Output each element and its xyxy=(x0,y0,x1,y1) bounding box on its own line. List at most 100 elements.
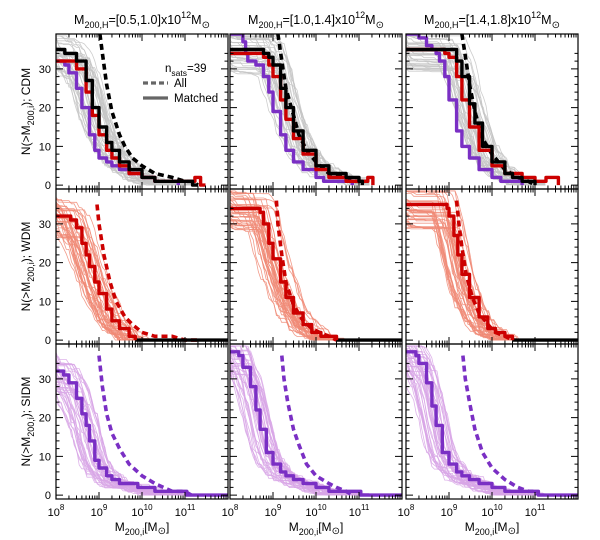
panel-cdm-0: 0 10 20 30 xyxy=(39,33,229,192)
realization-line xyxy=(406,215,546,341)
all-dashed-line xyxy=(98,34,199,187)
column-title: M200,H=[1.4,1.8]x1012M⊙ xyxy=(424,10,560,31)
panel-plot-area xyxy=(230,345,402,497)
all-dashed-line xyxy=(454,200,514,342)
realization-lines xyxy=(406,190,546,341)
panel-plot-area xyxy=(406,190,578,342)
x-tick-label: 108 xyxy=(398,503,415,519)
matched-line xyxy=(230,47,365,186)
x-axis-title: M200,i[M⊙] xyxy=(289,520,344,537)
panel-sidm-2: 108 109 1010 1011 xyxy=(398,343,579,519)
column-title: M200,H=[1.0,1.4]x1012M⊙ xyxy=(248,10,384,31)
legend-label: Matched xyxy=(174,93,218,105)
y-tick-label: 0 xyxy=(45,180,51,192)
y-tick-label: 30 xyxy=(39,219,51,231)
realization-line xyxy=(406,212,546,341)
x-ticks xyxy=(229,344,402,499)
row-axis-titles: N(>M200,i); CDM N(>M200,i); WDM N(>M200,i)… xyxy=(19,68,36,467)
x-ticks xyxy=(55,189,228,344)
panel-sidm-0: 0 10 20 30 108 109 1010 1011 xyxy=(39,343,229,519)
panel-frame xyxy=(55,188,229,345)
matched-line xyxy=(406,34,524,186)
realization-line xyxy=(406,219,546,341)
panel-cdm-2 xyxy=(405,33,579,190)
matched-line xyxy=(230,350,402,497)
x-ticks xyxy=(55,344,228,499)
y-axis-title: N(>M200,i); WDM xyxy=(19,222,36,312)
y-tick-label: 0 xyxy=(45,335,51,347)
y-tick-label: 20 xyxy=(39,413,51,425)
panel-plot-area xyxy=(230,190,402,342)
panel-plot-area xyxy=(56,196,228,342)
panel-plot-area xyxy=(56,34,206,187)
y-tick-label: 10 xyxy=(39,451,51,463)
column-axis-titles: M200,i[M⊙] M200,i[M⊙] M200,i[M⊙] xyxy=(115,520,520,537)
panel-cdm-1 xyxy=(229,33,403,190)
x-tick-label: 109 xyxy=(441,503,458,519)
realization-line xyxy=(230,55,370,186)
x-tick-label: 1010 xyxy=(305,503,327,519)
realization-line xyxy=(406,212,546,341)
x-tick-label: 1010 xyxy=(131,503,153,519)
realization-line xyxy=(56,377,196,496)
y-tick-label: 20 xyxy=(39,258,51,270)
y-tick-label: 30 xyxy=(39,374,51,386)
x-ticks xyxy=(405,344,578,499)
realization-line xyxy=(406,215,546,341)
panel-plot-area xyxy=(230,34,375,187)
all-dashed-line xyxy=(461,355,539,496)
x-ticks xyxy=(405,189,578,344)
y-tick-label: 10 xyxy=(39,296,51,308)
panel-plot-area xyxy=(406,34,561,187)
panel-wdm-1 xyxy=(229,188,403,345)
realization-line xyxy=(56,354,196,496)
y-tick-label: 10 xyxy=(39,141,51,153)
matched-line xyxy=(56,369,228,497)
realization-line xyxy=(406,370,546,496)
x-tick-label: 1011 xyxy=(525,503,546,519)
realization-line xyxy=(230,50,370,186)
realization-line xyxy=(406,214,546,341)
y-axis-title: N(>M200,i); CDM xyxy=(19,68,36,155)
x-tick-label: 108 xyxy=(48,503,65,519)
matched-line xyxy=(406,202,515,341)
realization-line xyxy=(230,56,370,186)
panel-wdm-0: 0 10 20 30 xyxy=(39,188,229,347)
panel-sidm-1: 108 109 1010 1011 xyxy=(222,343,403,519)
x-tick-label: 108 xyxy=(222,503,239,519)
realization-line xyxy=(56,356,196,496)
realization-line xyxy=(406,352,546,496)
panel-wdm-2 xyxy=(405,188,579,345)
realization-line xyxy=(406,218,546,341)
realization-lines xyxy=(56,351,196,496)
x-axis-title: M200,i[M⊙] xyxy=(115,520,170,537)
realization-line xyxy=(230,55,370,186)
x-tick-label: 109 xyxy=(91,503,108,519)
realization-line xyxy=(56,231,196,341)
y-tick-label: 20 xyxy=(39,103,51,115)
matched-line xyxy=(56,47,198,187)
column-titles: M200,H=[0.5,1.0]x1012M⊙ M200,H=[1.0,1.4]x… xyxy=(74,10,560,31)
column-title: M200,H=[0.5,1.0]x1012M⊙ xyxy=(74,10,210,31)
realization-line xyxy=(230,366,370,496)
realization-line xyxy=(406,358,546,496)
panel-plot-area xyxy=(406,345,578,497)
y-axis-title: N(>M200,i); SIDM xyxy=(19,377,36,467)
matched-line xyxy=(406,350,578,497)
all-dashed-line xyxy=(280,355,354,497)
matched-line xyxy=(406,47,561,186)
x-tick-label: 1010 xyxy=(481,503,503,519)
x-tick-label: 109 xyxy=(265,503,282,519)
x-axis-title: M200,i[M⊙] xyxy=(465,520,520,537)
y-tick-label: 30 xyxy=(39,64,51,76)
all-dashed-line xyxy=(97,355,193,497)
matched-line xyxy=(56,214,137,341)
legend-label: All xyxy=(174,78,187,90)
matched-line xyxy=(406,47,537,186)
all-dashed-line xyxy=(95,204,198,342)
y-tick-label: 0 xyxy=(45,490,51,502)
legend-title: nsats=39 xyxy=(165,63,207,78)
